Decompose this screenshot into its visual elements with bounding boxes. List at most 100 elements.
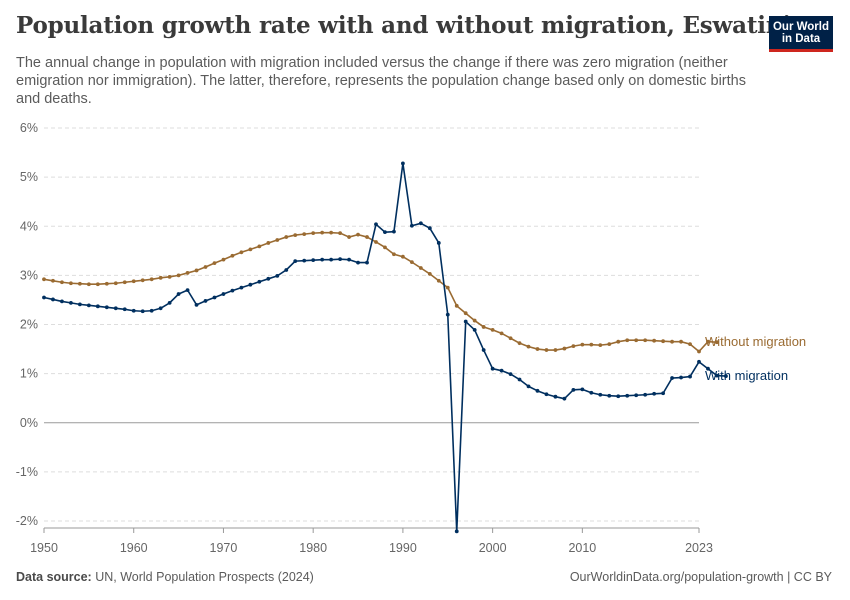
- data-point: [51, 278, 55, 283]
- x-tick-label: 1970: [210, 541, 238, 555]
- data-point: [194, 268, 199, 273]
- series-label-with-migration: With migration: [705, 368, 788, 383]
- data-point: [230, 288, 235, 293]
- data-point: [311, 258, 316, 263]
- data-point: [42, 277, 46, 282]
- data-point: [499, 331, 504, 336]
- data-point: [302, 232, 307, 237]
- data-point: [311, 231, 316, 236]
- data-point: [104, 305, 109, 310]
- data-point: [715, 373, 719, 378]
- x-tick-label: 1950: [30, 541, 58, 555]
- logo-line-1: Our World: [772, 21, 829, 33]
- data-point: [221, 257, 226, 262]
- data-point: [257, 244, 262, 249]
- line-chart: -2% -1% 0% 1% 2% 3% 4% 5% 6% 1950 1960 1970 1980 1990…: [16, 121, 806, 555]
- data-point: [356, 260, 360, 265]
- owid-logo[interactable]: Our World in Data: [769, 16, 833, 52]
- data-point: [490, 366, 495, 371]
- data-point: [392, 252, 396, 257]
- data-point: [383, 230, 387, 235]
- data-point: [248, 282, 253, 287]
- data-point: [580, 342, 585, 347]
- data-point: [194, 302, 199, 307]
- data-point: [392, 229, 396, 234]
- data-point: [490, 328, 495, 332]
- data-point: [383, 245, 387, 250]
- data-point: [427, 272, 432, 276]
- data-point: [275, 273, 280, 278]
- data-point: [715, 340, 719, 345]
- data-point: [257, 279, 262, 284]
- data-point: [131, 279, 136, 284]
- x-tick-label: 2010: [568, 541, 596, 555]
- data-point: [239, 285, 244, 290]
- series-layer: [42, 161, 728, 534]
- y-tick-label: 0%: [20, 416, 38, 430]
- data-point: [86, 303, 91, 308]
- data-point: [77, 281, 82, 286]
- data-point: [463, 311, 468, 316]
- data-point: [365, 235, 369, 239]
- data-point: [427, 226, 432, 231]
- data-point: [544, 348, 549, 352]
- data-point: [302, 258, 307, 263]
- data-point: [149, 308, 154, 313]
- data-point: [203, 299, 208, 303]
- data-point: [158, 306, 163, 311]
- data-point: [508, 336, 513, 341]
- data-point: [508, 372, 513, 377]
- data-point: [445, 285, 450, 290]
- footer-url[interactable]: OurWorldinData.org/population-growth | C…: [569, 570, 832, 584]
- y-tick-label: 5%: [20, 170, 38, 184]
- data-source-text[interactable]: UN, World Population Prospects (2024): [95, 570, 314, 584]
- data-point: [104, 281, 109, 286]
- data-point: [275, 238, 280, 242]
- data-point: [284, 235, 289, 239]
- data-point: [60, 280, 64, 285]
- x-tick-label: 2000: [479, 541, 507, 555]
- data-point: [607, 342, 612, 347]
- data-point: [463, 319, 468, 324]
- data-point: [616, 394, 621, 399]
- data-point: [140, 278, 145, 283]
- data-point: [69, 281, 73, 286]
- data-point: [535, 347, 540, 351]
- data-point: [643, 392, 648, 397]
- data-point: [42, 295, 46, 300]
- data-point: [95, 304, 100, 309]
- data-point: [436, 241, 441, 245]
- data-point: [652, 391, 657, 396]
- y-tick-label: -1%: [16, 465, 38, 479]
- data-point: [634, 393, 639, 398]
- axis-layer: -2% -1% 0% 1% 2% 3% 4% 5% 6% 1950 1960 1970 1980 1990…: [16, 121, 713, 555]
- data-point: [571, 387, 576, 392]
- data-point: [517, 377, 522, 382]
- data-point: [481, 348, 486, 352]
- data-point: [140, 309, 145, 314]
- data-point: [131, 308, 136, 313]
- data-point: [679, 339, 683, 344]
- data-point: [329, 230, 334, 235]
- data-point: [499, 368, 504, 373]
- x-tick-label: 2023: [685, 541, 713, 555]
- series-line-without-migration: [43, 231, 717, 353]
- data-point: [661, 391, 666, 396]
- data-point: [374, 222, 378, 227]
- data-point: [212, 261, 217, 265]
- data-point: [607, 393, 612, 398]
- data-point: [418, 266, 423, 270]
- logo-line-2: in Data: [781, 33, 821, 45]
- chart-subtitle: The annual change in population with mig…: [16, 55, 746, 107]
- data-point: [176, 292, 181, 296]
- chart-title: Population growth rate with and without …: [16, 12, 791, 39]
- label-layer: Without migration With migration: [705, 334, 806, 383]
- data-point: [553, 394, 558, 399]
- data-point: [113, 306, 118, 311]
- data-point: [185, 288, 190, 293]
- y-tick-label: 3%: [20, 268, 38, 282]
- data-point: [113, 281, 118, 286]
- data-point: [625, 393, 630, 398]
- data-point: [697, 349, 701, 354]
- data-point: [329, 257, 334, 262]
